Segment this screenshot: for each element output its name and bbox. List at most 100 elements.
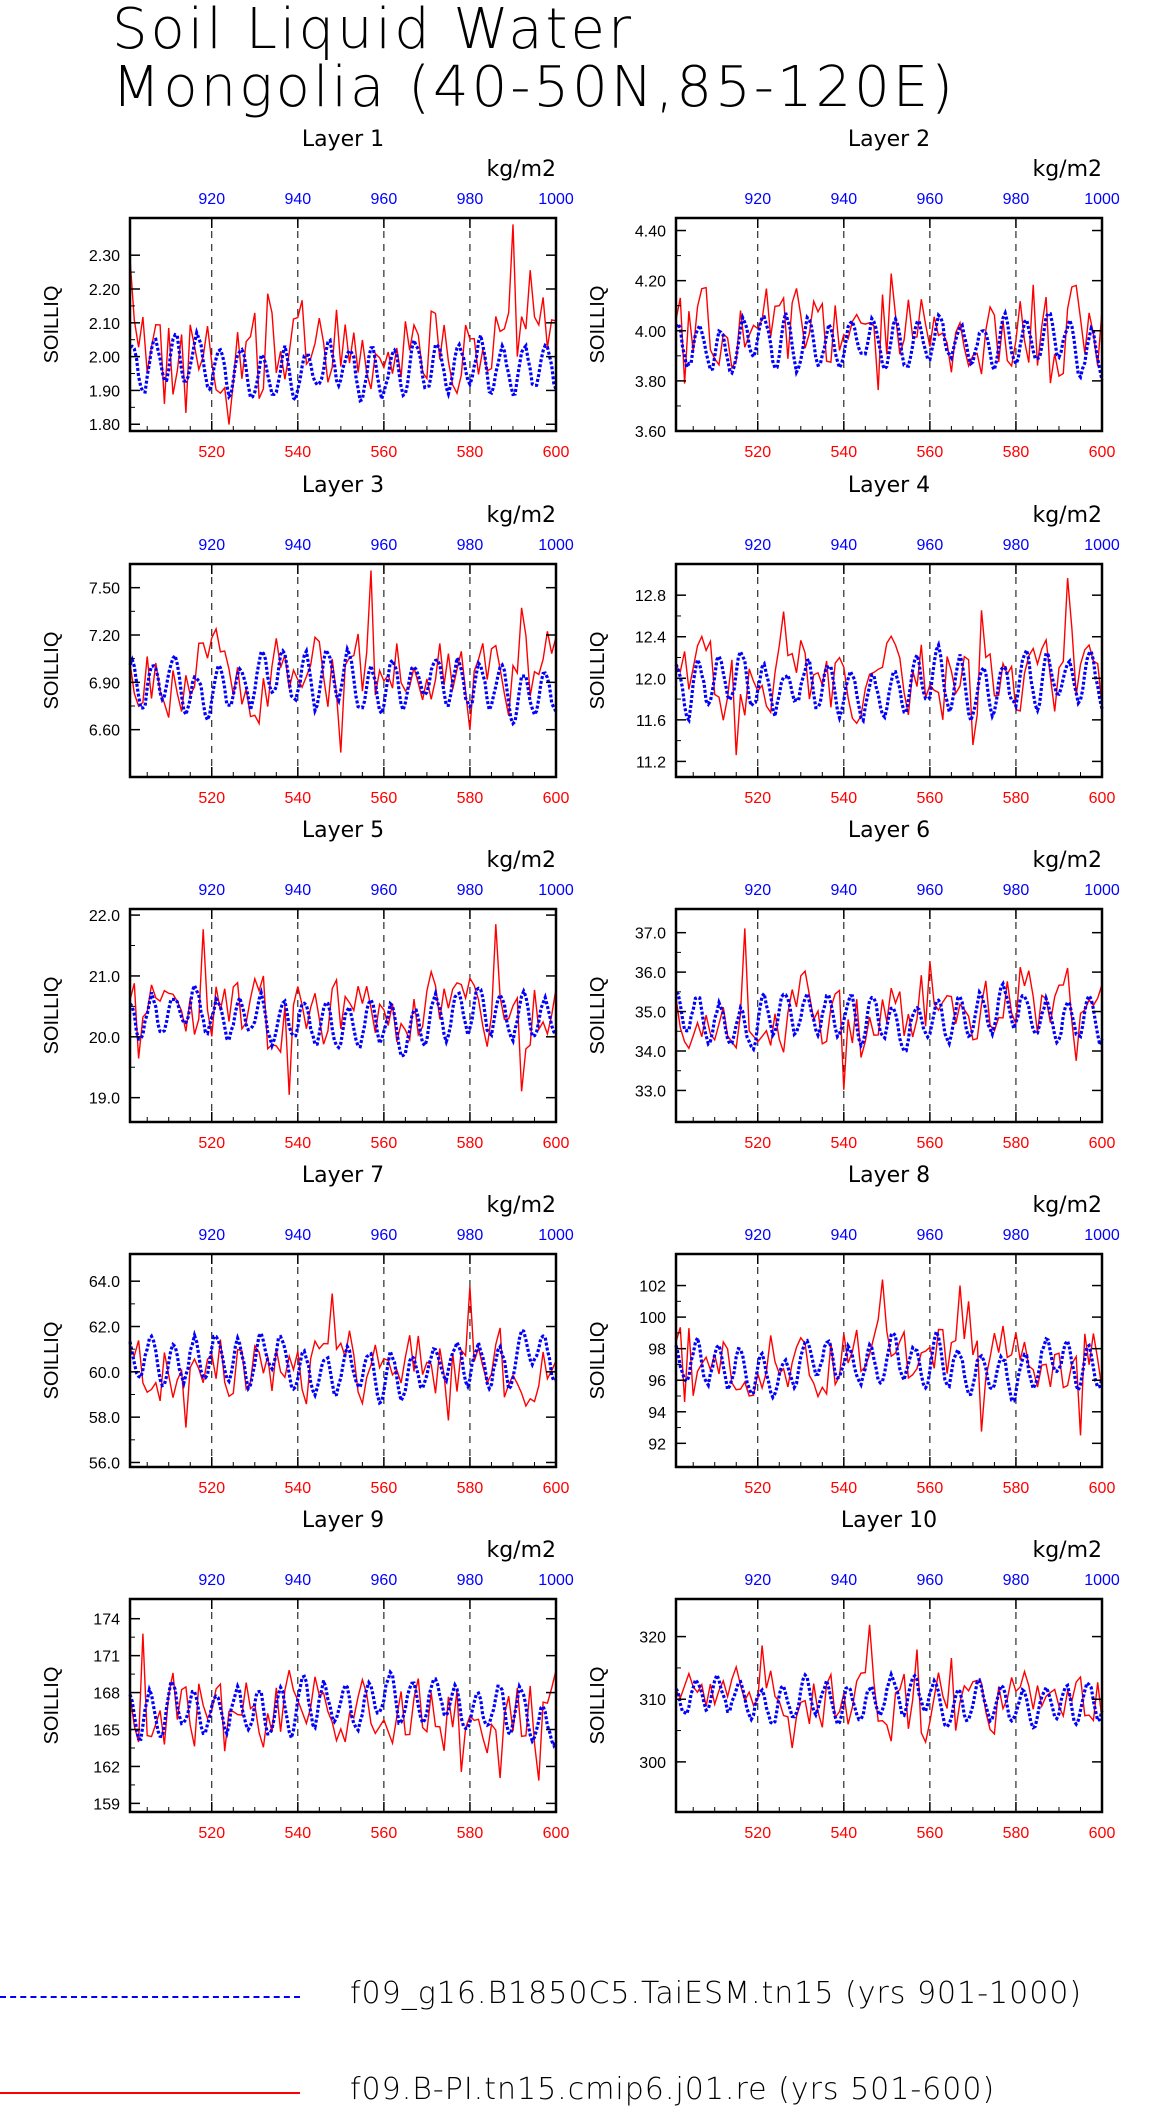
layer-6-top-tick-label-1: 940 (830, 882, 857, 899)
layer-9-series-red (129, 1633, 557, 1781)
layer-2-top-tick-label-1: 940 (830, 191, 857, 208)
layer-8-ytick-label-2: 96 (648, 1373, 666, 1390)
layer-3-xtick-label-2: 560 (371, 790, 398, 807)
layer-4-ytick-label-2: 12.0 (635, 671, 666, 688)
layer-1-series-blue (129, 326, 558, 406)
layer-9-ytick-label-4: 171 (93, 1649, 120, 1666)
layer-4-top-tick-label-2: 960 (917, 537, 944, 554)
layer-7-xtick-label-3: 580 (457, 1480, 484, 1497)
layer-9-units: kg/m2 (486, 1538, 556, 1563)
layer-10-ytick-label-0: 300 (639, 1755, 666, 1772)
layer-3-ytick-label-0: 6.60 (89, 723, 120, 740)
panels-canvas: Layer 1 kg/m2 SOILLIQ 1.80 1.90 2.00 2.10 2.20 2… (41, 127, 1120, 1842)
layer-2-title: Layer 2 (848, 127, 930, 152)
layer-10-title: Layer 10 (841, 1508, 937, 1533)
layer-3-top-tick-label-4: 1000 (538, 537, 574, 554)
layer-9-ytick-label-1: 162 (93, 1759, 120, 1776)
layer-4-xtick-label-1: 540 (830, 790, 857, 807)
layer-9-xtick-label-0: 520 (198, 1825, 225, 1842)
layer-2-xtick-label-4: 600 (1089, 444, 1116, 461)
layer-4-xtick-label-2: 560 (917, 790, 944, 807)
layer-7-title: Layer 7 (302, 1163, 384, 1188)
layer-10-ytick-label-2: 320 (639, 1630, 666, 1647)
layer-5-ytick-label-1: 20.0 (89, 1030, 120, 1047)
layer-4-top-tick-label-1: 940 (830, 537, 857, 554)
layer-5-units: kg/m2 (486, 848, 556, 873)
layer-8-ytick-label-5: 102 (639, 1279, 666, 1296)
layer-6-ytick-label-3: 36.0 (635, 965, 666, 982)
layer-6-top-tick-label-2: 960 (917, 882, 944, 899)
layer-3-ytick-label-2: 7.20 (89, 628, 120, 645)
layer-2-xtick-label-3: 580 (1003, 444, 1030, 461)
layer-2-top-tick-label-0: 920 (744, 191, 771, 208)
layer-10-frame (674, 1597, 1104, 1814)
layer-7-ytick-label-4: 64.0 (89, 1274, 120, 1291)
layer-7-top-tick-label-3: 980 (457, 1227, 484, 1244)
layer-3-top-tick-label-3: 980 (457, 537, 484, 554)
layer-5-series-red (129, 924, 557, 1095)
layer-1-ytick-label-4: 2.20 (89, 282, 120, 299)
layer-4-ylabel: SOILLIQ (587, 632, 609, 710)
layer-3-xtick-label-0: 520 (198, 790, 225, 807)
layer-8-xtick-label-0: 520 (744, 1480, 771, 1497)
layer-3-top-tick-label-1: 940 (284, 537, 311, 554)
layer-5-top-tick-label-3: 980 (457, 882, 484, 899)
layer-9-ytick-label-3: 168 (93, 1686, 120, 1703)
layer-6-xtick-label-1: 540 (830, 1135, 857, 1152)
layer-3-top-tick-label-2: 960 (371, 537, 398, 554)
layer-3-ylabel: SOILLIQ (41, 632, 63, 710)
layer-7-xtick-label-4: 600 (543, 1480, 570, 1497)
layer-3-title: Layer 3 (302, 473, 384, 498)
layer-8-top-tick-label-2: 960 (917, 1227, 944, 1244)
layer-10-ytick-label-1: 310 (639, 1692, 666, 1709)
layer-4-ytick-label-0: 11.2 (636, 754, 666, 771)
layer-1-ylabel: SOILLIQ (41, 286, 63, 364)
layer-5-ytick-label-2: 21.0 (89, 969, 120, 986)
layer-5-xtick-label-0: 520 (198, 1135, 225, 1152)
layer-9-xtick-label-3: 580 (457, 1825, 484, 1842)
layer-4-ytick-label-3: 12.4 (635, 630, 666, 647)
layer-3-xtick-label-3: 580 (457, 790, 484, 807)
layer-8-ytick-label-4: 100 (639, 1310, 666, 1327)
layer-1-ytick-label-3: 2.10 (89, 316, 120, 333)
layer-3-series-blue (128, 643, 558, 727)
layer-4-top-tick-label-4: 1000 (1084, 537, 1120, 554)
layer-10-xtick-label-4: 600 (1089, 1825, 1116, 1842)
layer-8-series-red (675, 1279, 1103, 1436)
layer-2-ytick-label-4: 4.40 (635, 224, 666, 241)
chart-title-line-1: Soil Liquid Water (112, 0, 634, 62)
layer-6-ytick-label-2: 35.0 (635, 1005, 666, 1022)
layer-10-ylabel: SOILLIQ (587, 1667, 609, 1745)
legend-line-red (0, 2092, 300, 2094)
layer-4-units: kg/m2 (1032, 503, 1102, 528)
layer-5-xtick-label-2: 560 (371, 1135, 398, 1152)
layer-6-ytick-label-4: 37.0 (635, 926, 666, 943)
layer-2-series-red (675, 273, 1103, 391)
layer-8-xtick-label-4: 600 (1089, 1480, 1116, 1497)
layer-7-ytick-label-0: 56.0 (89, 1455, 120, 1472)
layer-2-ylabel: SOILLIQ (587, 286, 609, 364)
layer-7-ytick-label-1: 58.0 (89, 1410, 120, 1427)
layer-10-series-blue (674, 1669, 1104, 1730)
layer-10-xtick-label-2: 560 (917, 1825, 944, 1842)
layer-7-ytick-label-2: 60.0 (89, 1365, 120, 1382)
layer-8-top-tick-label-0: 920 (744, 1227, 771, 1244)
layer-5-ytick-label-3: 22.0 (89, 908, 120, 925)
layer-1-ytick-label-0: 1.80 (89, 417, 120, 434)
layer-10-top-tick-label-4: 1000 (1084, 1572, 1120, 1589)
layer-7-units: kg/m2 (486, 1193, 556, 1218)
layer-8-top-tick-label-4: 1000 (1084, 1227, 1120, 1244)
layer-1-series-red (129, 224, 557, 425)
layer-6-ytick-label-1: 34.0 (635, 1044, 666, 1061)
layer-10-units: kg/m2 (1032, 1538, 1102, 1563)
layer-5-top-tick-label-0: 920 (198, 882, 225, 899)
layer-8-title: Layer 8 (848, 1163, 930, 1188)
layer-8-xtick-label-3: 580 (1003, 1480, 1030, 1497)
layer-2-top-tick-label-2: 960 (917, 191, 944, 208)
layer-2-frame (674, 216, 1104, 433)
layer-9-ylabel: SOILLIQ (41, 1667, 63, 1745)
layer-5-xtick-label-3: 580 (457, 1135, 484, 1152)
layer-7-ytick-label-3: 62.0 (89, 1320, 120, 1337)
layer-4-xtick-label-3: 580 (1003, 790, 1030, 807)
layer-8-ytick-label-3: 98 (648, 1342, 666, 1359)
